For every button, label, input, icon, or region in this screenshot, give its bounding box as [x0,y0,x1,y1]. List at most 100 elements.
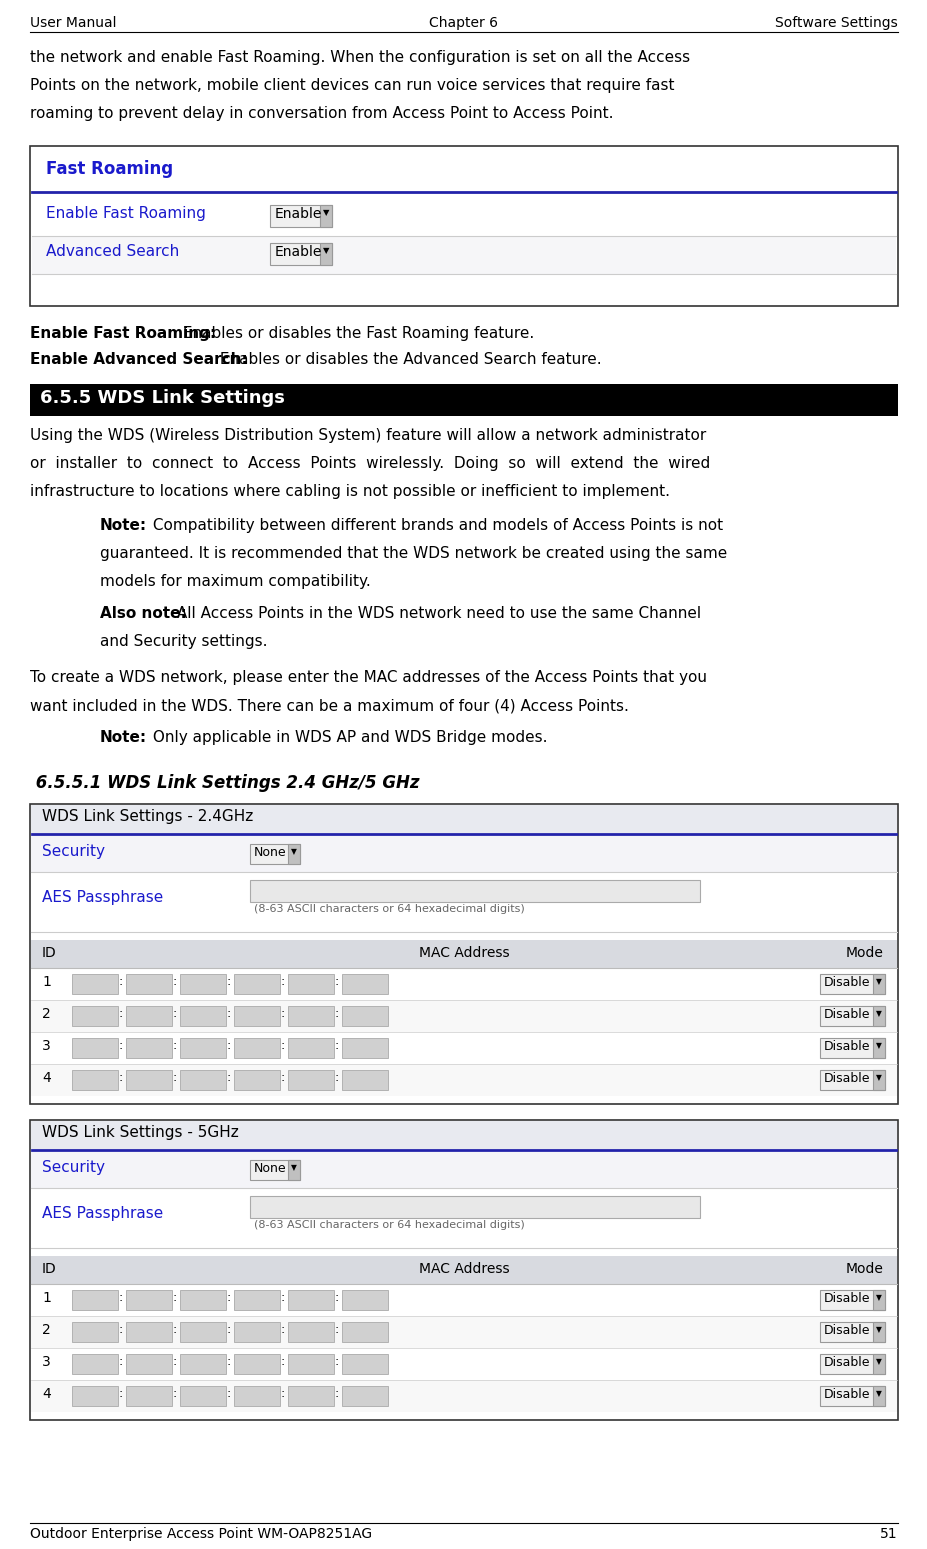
Text: :: : [119,1386,123,1400]
Bar [819,1070,884,1090]
Text: Disable: Disable [823,1388,870,1400]
Text: Compatibility between different brands and models of Access Points is not: Compatibility between different brands a… [147,517,722,533]
Text: MAC Address: MAC Address [418,946,509,960]
Text: AES Passphrase: AES Passphrase [42,1207,163,1221]
Text: 4: 4 [42,1386,51,1400]
Bar [342,1005,387,1025]
Text: :: : [172,1355,177,1368]
Bar [31,1188,896,1248]
Bar [342,1038,387,1058]
Text: ▼: ▼ [875,977,881,987]
Bar [234,1354,280,1374]
Text: :: : [172,1039,177,1052]
Text: ▼: ▼ [875,1389,881,1399]
Text: :: : [227,1386,231,1400]
Text: WDS Link Settings - 5GHz: WDS Link Settings - 5GHz [42,1125,238,1140]
Text: Disable: Disable [823,1039,870,1053]
Bar [31,1032,896,1064]
Text: Chapter 6: Chapter 6 [429,15,498,29]
Text: Disable: Disable [823,1292,870,1304]
Bar [287,1005,334,1025]
Text: guaranteed. It is recommended that the WDS network be created using the same: guaranteed. It is recommended that the W… [100,545,727,561]
Bar [31,1064,896,1097]
Bar [31,1317,896,1348]
Bar [234,1005,280,1025]
Text: :: : [227,1039,231,1052]
Bar [234,974,280,994]
Text: (8-63 ASCII characters or 64 hexadecimal digits): (8-63 ASCII characters or 64 hexadecimal… [254,905,524,914]
Text: Enables or disables the Fast Roaming feature.: Enables or disables the Fast Roaming fea… [178,325,534,341]
Bar [31,1152,896,1188]
Bar [819,1038,884,1058]
Bar [180,1070,226,1090]
Bar [287,1290,334,1310]
Text: or  installer  to  connect  to  Access  Points  wirelessly.  Doing  so  will  ex: or installer to connect to Access Points… [30,455,709,471]
Text: All Access Points in the WDS network need to use the same Channel: All Access Points in the WDS network nee… [171,606,701,621]
Text: :: : [335,1355,339,1368]
Text: ID: ID [42,1262,57,1276]
Bar [872,1354,884,1374]
Text: ▼: ▼ [875,1357,881,1366]
Text: Enables or disables the Advanced Search feature.: Enables or disables the Advanced Search … [215,352,601,367]
Bar [819,1005,884,1025]
Text: :: : [335,1290,339,1304]
Text: Enable: Enable [274,208,322,222]
Bar [287,844,299,864]
Text: Fast Roaming: Fast Roaming [46,160,173,178]
Bar [287,974,334,994]
Bar [31,836,896,872]
Text: To create a WDS network, please enter the MAC addresses of the Access Points tha: To create a WDS network, please enter th… [30,671,706,685]
Bar [72,1354,118,1374]
Bar [31,1256,896,1284]
Bar [180,1005,226,1025]
Text: 2: 2 [42,1323,51,1337]
Text: None: None [254,1162,286,1176]
Text: AES Passphrase: AES Passphrase [42,891,163,905]
Text: :: : [335,1007,339,1019]
Text: Using the WDS (Wireless Distribution System) feature will allow a network admini: Using the WDS (Wireless Distribution Sys… [30,428,705,443]
Text: :: : [119,1039,123,1052]
Bar [30,804,897,1104]
Bar [819,1290,884,1310]
Text: :: : [281,1070,285,1084]
Text: Disable: Disable [823,976,870,988]
Text: :: : [335,974,339,988]
Bar [249,1160,299,1180]
Text: Enable Fast Roaming:: Enable Fast Roaming: [30,325,216,341]
Bar [180,1354,226,1374]
Text: :: : [119,1290,123,1304]
Text: :: : [281,1323,285,1335]
Bar [342,974,387,994]
Text: :: : [335,1386,339,1400]
Text: Disable: Disable [823,1355,870,1369]
Text: Security: Security [42,1160,105,1176]
Text: Enable: Enable [274,245,322,259]
Text: :: : [119,1007,123,1019]
Bar [180,1038,226,1058]
Bar [126,974,171,994]
Bar [31,805,896,833]
Bar [180,974,226,994]
Text: :: : [335,1039,339,1052]
Bar [320,204,332,228]
Bar [819,1354,884,1374]
Text: Also note:: Also note: [100,606,186,621]
Text: Note:: Note: [100,730,147,745]
Bar [72,1321,118,1341]
Text: the network and enable Fast Roaming. When the configuration is set on all the Ac: the network and enable Fast Roaming. Whe… [30,50,690,65]
Bar [32,198,895,235]
Text: Security: Security [42,844,105,860]
Text: :: : [172,1007,177,1019]
Bar [872,1386,884,1406]
Text: Enable Fast Roaming: Enable Fast Roaming [46,206,206,222]
Bar [234,1386,280,1406]
Text: MAC Address: MAC Address [418,1262,509,1276]
Bar [72,1386,118,1406]
Bar [872,1038,884,1058]
Bar [819,1321,884,1341]
Bar [819,1386,884,1406]
Text: ▼: ▼ [291,847,297,857]
Text: Outdoor Enterprise Access Point WM-OAP8251AG: Outdoor Enterprise Access Point WM-OAP82… [30,1527,372,1541]
Text: and Security settings.: and Security settings. [100,634,267,649]
Text: None: None [254,846,286,860]
